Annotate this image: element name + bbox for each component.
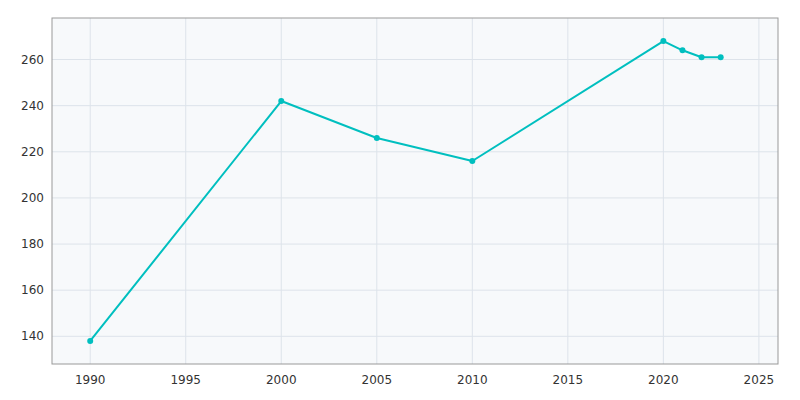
point xyxy=(679,47,685,53)
point xyxy=(87,338,93,344)
point xyxy=(374,135,380,141)
y-grid-line xyxy=(52,59,778,60)
point xyxy=(718,54,724,60)
x-grid-line xyxy=(472,18,473,364)
x-tick-label: 2020 xyxy=(648,373,679,387)
y-tick-label: 200 xyxy=(21,191,44,205)
plot-background xyxy=(52,18,778,364)
grid xyxy=(52,18,778,364)
x-tick-label: 2005 xyxy=(362,373,393,387)
y-grid-line xyxy=(52,197,778,198)
x-grid-line xyxy=(185,18,186,364)
y-grid-line xyxy=(52,105,778,106)
x-grid-line xyxy=(90,18,91,364)
x-grid-line xyxy=(281,18,282,364)
x-grid-line xyxy=(758,18,759,364)
y-tick-label: 220 xyxy=(21,145,44,159)
y-tick-label: 180 xyxy=(21,237,44,251)
x-tick-label: 2000 xyxy=(266,373,297,387)
y-tick-label: 240 xyxy=(21,99,44,113)
y-tick-label: 260 xyxy=(21,53,44,67)
x-tick-label: 2015 xyxy=(553,373,584,387)
x-grid-line xyxy=(567,18,568,364)
x-grid-line xyxy=(663,18,664,364)
y-grid-line xyxy=(52,151,778,152)
line xyxy=(90,41,720,341)
point xyxy=(469,158,475,164)
point xyxy=(660,38,666,44)
point xyxy=(699,54,705,60)
x-tick-label: 1995 xyxy=(170,373,201,387)
y-tick-label: 140 xyxy=(21,329,44,343)
chart-svg: 1990 1995 2000 2005 2010 2015 2020 2025 140 160 18… xyxy=(0,0,800,400)
x-tick-label: 1990 xyxy=(75,373,106,387)
x-grid-line xyxy=(376,18,377,364)
axes: 1990 1995 2000 2005 2010 2015 2020 2025 140 160 18… xyxy=(21,53,774,387)
x-tick-label: 2010 xyxy=(457,373,488,387)
x-tick-label: 2025 xyxy=(744,373,775,387)
series xyxy=(87,38,723,344)
y-grid-line xyxy=(52,244,778,245)
y-grid-line xyxy=(52,290,778,291)
chart-container: 1990 1995 2000 2005 2010 2015 2020 2025 140 160 18… xyxy=(0,0,800,400)
plot-frame xyxy=(52,18,778,364)
y-tick-label: 160 xyxy=(21,283,44,297)
y-grid-line xyxy=(52,336,778,337)
point xyxy=(278,98,284,104)
